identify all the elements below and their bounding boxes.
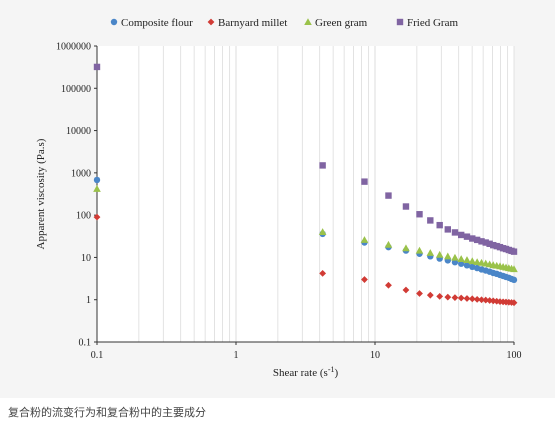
data-point bbox=[510, 299, 518, 307]
data-point bbox=[490, 241, 497, 249]
data-point bbox=[457, 231, 465, 239]
data-point bbox=[473, 295, 481, 303]
data-point bbox=[510, 265, 518, 273]
data-point bbox=[318, 228, 327, 236]
data-point bbox=[360, 236, 369, 243]
legend-marker bbox=[396, 18, 404, 26]
series-composite-flour bbox=[93, 176, 518, 284]
data-point bbox=[468, 257, 477, 265]
legend-item: Composite flour bbox=[110, 17, 193, 29]
data-point bbox=[385, 281, 392, 289]
data-point bbox=[426, 249, 435, 256]
data-point bbox=[444, 226, 452, 233]
data-point bbox=[451, 253, 459, 261]
y-tick-label: 100 bbox=[76, 211, 91, 222]
data-point bbox=[402, 286, 410, 294]
data-point bbox=[402, 244, 410, 252]
series-fried-gram bbox=[93, 63, 518, 255]
data-point bbox=[384, 240, 393, 248]
x-tick-label: 10 bbox=[370, 350, 380, 361]
y-tick-label: 0.1 bbox=[79, 338, 92, 349]
data-point bbox=[427, 217, 434, 224]
data-point bbox=[416, 290, 423, 297]
data-point bbox=[510, 276, 518, 284]
x-tick-label: 100 bbox=[507, 350, 522, 361]
legend-label: Green gram bbox=[315, 17, 368, 29]
y-tick-label: 1000000 bbox=[56, 42, 91, 53]
data-point bbox=[473, 258, 481, 266]
data-point bbox=[435, 250, 444, 258]
data-point bbox=[482, 239, 489, 246]
data-point bbox=[444, 293, 452, 301]
data-point bbox=[444, 252, 452, 260]
data-point bbox=[468, 295, 476, 303]
x-tick-label: 1 bbox=[234, 350, 239, 361]
legend-marker bbox=[207, 18, 215, 26]
data-point bbox=[473, 236, 481, 244]
data-point bbox=[469, 235, 476, 242]
data-point bbox=[463, 256, 471, 264]
legend-label: Barnyard millet bbox=[218, 17, 287, 29]
legend-item: Fried Gram bbox=[396, 17, 458, 29]
data-point bbox=[463, 262, 471, 269]
legend-label: Composite flour bbox=[121, 17, 193, 29]
data-point bbox=[451, 229, 459, 236]
data-point bbox=[463, 233, 471, 240]
x-tick-label: 0.1 bbox=[91, 350, 104, 361]
data-point bbox=[319, 162, 326, 169]
data-point bbox=[436, 221, 443, 229]
data-point bbox=[457, 260, 465, 267]
y-tick-label: 10000 bbox=[66, 126, 91, 137]
plot-area bbox=[97, 46, 514, 342]
y-tick-label: 1 bbox=[86, 295, 91, 306]
data-point bbox=[415, 246, 424, 254]
series-barnyard-millet bbox=[93, 213, 518, 307]
legend-label: Fried Gram bbox=[407, 17, 458, 29]
data-point bbox=[361, 276, 368, 283]
data-point bbox=[486, 240, 493, 248]
series-green-gram bbox=[93, 184, 518, 273]
data-point bbox=[463, 295, 471, 302]
legend-marker bbox=[304, 18, 312, 26]
viscosity-chart: 0.1 1 10 100 1000 10000 100000 1000000 0.1 1 10 100… bbox=[35, 17, 522, 379]
data-point bbox=[482, 296, 490, 304]
legend-marker bbox=[110, 18, 118, 26]
data-point bbox=[451, 294, 459, 302]
y-tick-label: 1000 bbox=[71, 168, 91, 179]
legend-item: Green gram bbox=[304, 17, 368, 29]
data-point bbox=[478, 238, 485, 245]
data-point bbox=[93, 63, 101, 71]
data-point bbox=[402, 203, 410, 210]
data-point bbox=[93, 176, 101, 184]
y-tick-label: 100000 bbox=[61, 84, 91, 95]
figure-caption: 复合粉的流变行为和复合粉中的主要成分 bbox=[8, 406, 206, 419]
data-point bbox=[436, 292, 444, 300]
legend-item: Barnyard millet bbox=[207, 17, 287, 29]
data-point bbox=[426, 291, 434, 299]
y-tick-label: 10 bbox=[81, 253, 91, 264]
data-point bbox=[319, 269, 327, 277]
y-axis-title: Apparent viscosity (Pa.s) bbox=[35, 138, 47, 249]
x-axis-title: Shear rate (s-1) bbox=[273, 365, 339, 379]
data-point bbox=[457, 294, 465, 302]
data-point bbox=[361, 178, 368, 185]
data-point bbox=[457, 255, 465, 262]
data-point bbox=[510, 248, 518, 255]
chart-figure: 0.1 1 10 100 1000 10000 100000 1000000 0.1 1 10 100… bbox=[35, 17, 522, 379]
data-point bbox=[416, 211, 423, 218]
data-point bbox=[93, 213, 101, 221]
data-point bbox=[385, 192, 392, 199]
data-point bbox=[493, 242, 500, 250]
data-point bbox=[469, 263, 476, 271]
data-point bbox=[93, 184, 101, 192]
data-point bbox=[478, 296, 485, 304]
